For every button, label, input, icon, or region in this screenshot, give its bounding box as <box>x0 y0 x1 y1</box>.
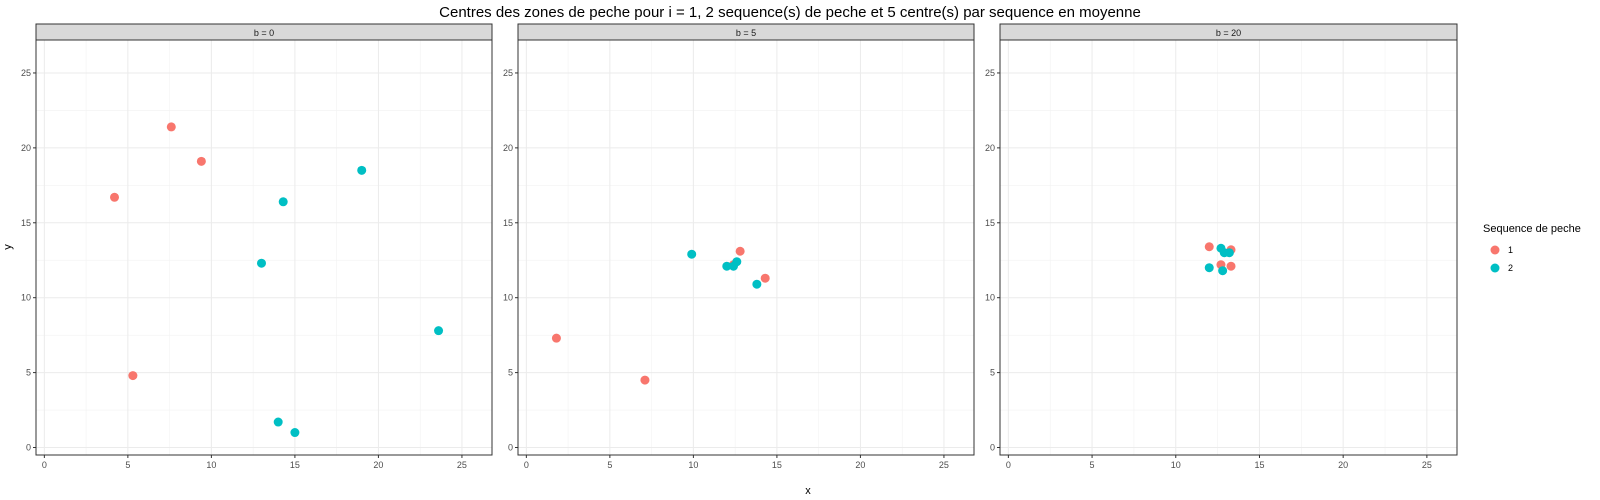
data-point-seq-2 <box>357 165 367 175</box>
x-tick-label: 20 <box>1338 460 1348 470</box>
y-tick-label: 25 <box>503 68 513 78</box>
facet-panel: b = 20 0 5 10 15 20 25 0 5 10 15 20 25 <box>985 23 1458 470</box>
data-point-seq-1 <box>735 246 745 256</box>
x-tick-label: 25 <box>457 460 467 470</box>
x-tick-label: 0 <box>42 460 47 470</box>
data-point-seq-1 <box>128 371 138 381</box>
y-tick-label: 5 <box>990 368 995 378</box>
data-point-seq-2 <box>1224 248 1234 258</box>
y-tick-label: 5 <box>26 368 31 378</box>
x-tick-label: 15 <box>290 460 300 470</box>
x-tick-label: 15 <box>772 460 782 470</box>
data-point-seq-1 <box>166 122 176 132</box>
facet-strip <box>999 23 1458 41</box>
data-point-seq-1 <box>551 333 561 343</box>
data-point-seq-2 <box>687 249 697 259</box>
legend-key-1 <box>1490 245 1500 255</box>
facet-strip <box>35 23 493 41</box>
x-tick-label: 5 <box>607 460 612 470</box>
x-tick-label: 20 <box>855 460 865 470</box>
data-point-seq-2 <box>256 258 266 268</box>
y-tick-label: 0 <box>26 443 31 453</box>
panel-background <box>35 39 493 456</box>
y-tick-label: 25 <box>985 68 995 78</box>
y-tick-label: 20 <box>503 143 513 153</box>
y-tick-label: 20 <box>985 143 995 153</box>
legend-key-2 <box>1490 263 1500 273</box>
data-point-seq-1 <box>760 273 770 283</box>
data-point-seq-1 <box>110 192 120 202</box>
data-point-seq-2 <box>1218 266 1228 276</box>
data-point-seq-1 <box>1204 242 1214 252</box>
x-tick-label: 5 <box>1090 460 1095 470</box>
data-point-seq-2 <box>273 417 283 427</box>
chart-title: Centres des zones de peche pour i = 1, 2… <box>439 4 1141 21</box>
x-tick-label: 25 <box>939 460 949 470</box>
y-tick-label: 25 <box>21 68 31 78</box>
y-tick-label: 10 <box>21 293 31 303</box>
data-point-seq-1 <box>1226 261 1236 271</box>
facet-strip-label: b = 5 <box>736 28 756 38</box>
x-tick-label: 15 <box>1254 460 1264 470</box>
data-point-seq-2 <box>278 197 288 207</box>
y-tick-label: 5 <box>508 368 513 378</box>
facet-panel: b = 5 0 5 10 15 20 25 0 5 10 15 20 25 <box>503 23 975 470</box>
y-tick-label: 0 <box>508 443 513 453</box>
y-axis-title: y <box>2 244 14 250</box>
facet-strip-label: b = 20 <box>1216 28 1241 38</box>
data-point-seq-2 <box>434 326 444 336</box>
facet-strip-label: b = 0 <box>254 28 274 38</box>
data-point-seq-1 <box>196 156 206 166</box>
y-tick-label: 0 <box>990 443 995 453</box>
facet-panels: b = 0 0 5 10 15 20 25 0 5 10 15 20 25 b = 5 0 5 10 15 20 25… <box>21 23 1458 470</box>
data-point-seq-2 <box>722 261 732 271</box>
x-tick-label: 10 <box>1171 460 1181 470</box>
x-tick-label: 10 <box>688 460 698 470</box>
y-tick-label: 10 <box>985 293 995 303</box>
data-point-seq-2 <box>752 279 762 289</box>
y-tick-label: 15 <box>985 218 995 228</box>
legend-label-2: 2 <box>1508 263 1513 273</box>
x-tick-label: 0 <box>1006 460 1011 470</box>
data-point-seq-2 <box>732 257 742 267</box>
x-tick-label: 0 <box>524 460 529 470</box>
legend: Sequence de peche 1 2 <box>1483 223 1581 273</box>
facet-strip <box>517 23 975 41</box>
data-point-seq-1 <box>640 375 650 385</box>
y-tick-label: 15 <box>21 218 31 228</box>
legend-title: Sequence de peche <box>1483 223 1581 235</box>
facet-panel: b = 0 0 5 10 15 20 25 0 5 10 15 20 25 <box>21 23 493 470</box>
y-tick-label: 15 <box>503 218 513 228</box>
y-tick-label: 20 <box>21 143 31 153</box>
data-point-seq-2 <box>290 428 300 438</box>
x-tick-label: 25 <box>1422 460 1432 470</box>
x-axis-title: x <box>805 485 811 497</box>
legend-label-1: 1 <box>1508 245 1513 255</box>
x-tick-label: 20 <box>373 460 383 470</box>
data-point-seq-2 <box>1204 263 1214 273</box>
x-tick-label: 5 <box>125 460 130 470</box>
x-tick-label: 10 <box>206 460 216 470</box>
y-tick-label: 10 <box>503 293 513 303</box>
panel-background <box>517 39 975 456</box>
